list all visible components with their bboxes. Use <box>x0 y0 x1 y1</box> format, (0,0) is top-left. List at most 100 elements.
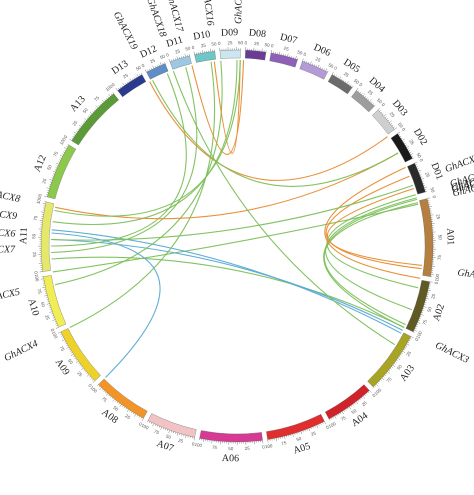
tick-label: 50 <box>297 49 304 55</box>
tick-mark <box>386 373 388 375</box>
tick-label: 50 <box>82 107 89 114</box>
tick-mark <box>156 65 158 67</box>
tick-label: 50 <box>185 46 192 52</box>
tick-label: 0 <box>33 271 38 275</box>
tick-mark <box>325 68 328 72</box>
tick-label: 25 <box>124 413 131 420</box>
tick-label: 50 <box>429 187 435 194</box>
tick-mark <box>429 206 433 208</box>
tick-mark <box>101 99 105 103</box>
tick-mark <box>354 402 356 405</box>
tick-mark <box>92 379 94 381</box>
tick-mark <box>70 352 73 354</box>
tick-mark <box>350 405 353 407</box>
tick-mark <box>141 73 143 75</box>
tick-label: 0 <box>37 193 43 197</box>
tick-label: 25 <box>245 446 251 451</box>
tick-mark <box>357 400 360 402</box>
tick-mark <box>374 385 376 387</box>
tick-mark <box>95 108 97 110</box>
tick-label: 100 <box>265 443 274 449</box>
tick-label: 25 <box>343 71 350 78</box>
tick-mark <box>49 179 53 181</box>
tick-mark <box>416 324 419 326</box>
tick-mark <box>320 423 322 425</box>
tick-mark <box>425 298 429 300</box>
tick-mark <box>405 345 408 347</box>
tick-label: 75 <box>340 415 347 422</box>
tick-mark <box>121 85 123 87</box>
tick-label: 75 <box>33 215 39 221</box>
chromosome-d10 <box>194 51 216 63</box>
tick-mark <box>77 129 79 131</box>
gene-label: GhACX7 <box>0 244 16 256</box>
synteny-link <box>54 59 241 217</box>
tick-mark <box>408 150 411 152</box>
synteny-links <box>50 59 423 378</box>
tick-mark <box>302 58 304 62</box>
tick-mark <box>385 116 387 118</box>
gene-label: GhACX4 <box>3 338 40 364</box>
tick-label: 100 <box>194 442 203 448</box>
tick-label: 0 <box>218 41 221 46</box>
tick-mark <box>356 401 359 405</box>
tick-mark <box>167 429 168 431</box>
tick-mark <box>377 107 381 110</box>
tick-label: 100 <box>434 273 440 282</box>
tick-label: 25 <box>254 41 260 47</box>
tick-label: 75 <box>52 150 59 157</box>
tick-mark <box>81 124 83 126</box>
tick-mark <box>164 428 166 431</box>
tick-mark <box>429 281 433 283</box>
tick-mark <box>417 168 419 170</box>
tick-mark <box>99 103 102 105</box>
tick-mark <box>193 437 195 441</box>
tick-mark <box>416 166 418 168</box>
tick-mark <box>40 278 44 280</box>
tick-label: 0 <box>191 441 195 447</box>
tick-mark <box>322 422 324 424</box>
tick-mark <box>312 426 314 429</box>
tick-mark <box>149 68 151 71</box>
chromosome-label: A12 <box>32 153 49 173</box>
tick-mark <box>390 123 393 125</box>
tick-mark <box>350 84 352 87</box>
tick-mark <box>101 102 103 104</box>
tick-mark <box>74 357 77 359</box>
tick-mark <box>162 62 164 65</box>
chromosome-a06 <box>199 430 263 443</box>
tick-mark <box>82 122 85 124</box>
tick-mark <box>152 423 154 427</box>
chromosome-d13 <box>117 74 147 98</box>
tick-mark <box>404 347 407 349</box>
tick-mark <box>168 58 171 62</box>
tick-mark <box>275 438 277 442</box>
tick-label: 0 <box>434 281 439 285</box>
tick-mark <box>86 374 90 377</box>
synteny-link <box>51 232 161 378</box>
tick-mark <box>418 169 422 172</box>
gene-label: GhACX13 <box>444 151 474 175</box>
gene-label: GhACX5 <box>0 287 21 305</box>
tick-label: 50 <box>396 363 403 370</box>
tick-mark <box>380 111 383 114</box>
tick-label: 25 <box>315 56 322 63</box>
tick-mark <box>314 425 316 428</box>
tick-mark <box>101 389 104 391</box>
tick-mark <box>80 366 83 368</box>
tick-label: 50 <box>46 164 53 171</box>
tick-mark <box>97 384 99 386</box>
tick-mark <box>300 431 302 435</box>
tick-mark <box>93 109 96 111</box>
tick-mark <box>377 382 379 384</box>
tick-mark <box>132 78 134 80</box>
gene-label: GhACX19 <box>111 10 140 52</box>
tick-mark <box>59 159 61 161</box>
tick-mark <box>397 357 401 361</box>
tick-mark <box>154 424 156 426</box>
tick-mark <box>418 172 421 174</box>
tick-label: 0 <box>138 421 143 427</box>
tick-mark <box>44 295 48 297</box>
chromosome-label: A10 <box>25 297 41 317</box>
tick-mark <box>362 396 365 399</box>
